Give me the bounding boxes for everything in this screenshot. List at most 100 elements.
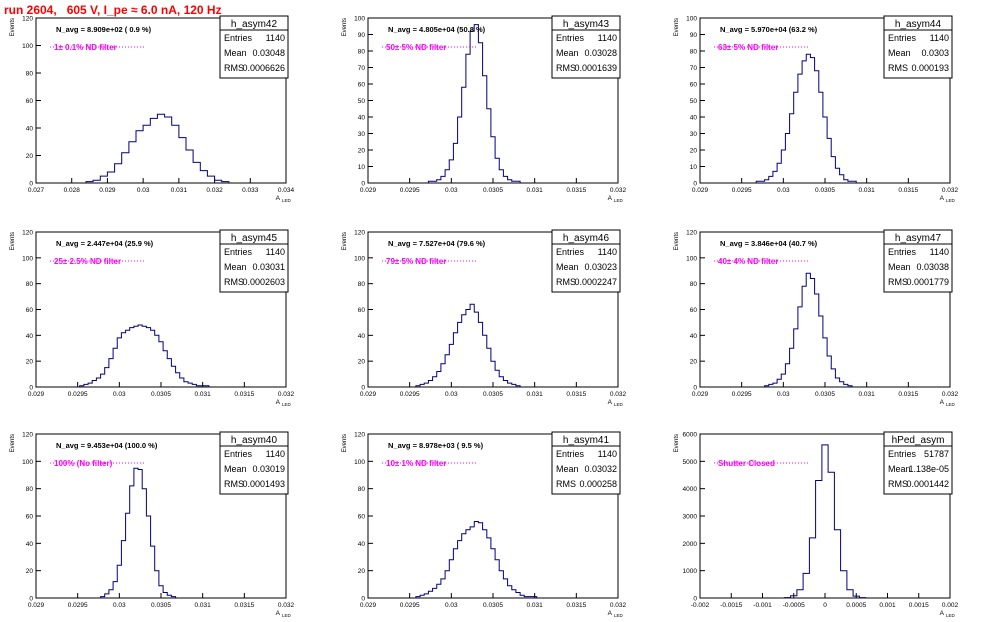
- x-tick-label: 0.03: [445, 187, 458, 194]
- histogram-bin: [835, 168, 839, 183]
- stats-entries-label: Entries: [224, 247, 253, 257]
- histogram-bin: [828, 472, 834, 598]
- stats-mean-value: 0.03019: [252, 464, 285, 474]
- stats-title: h_asym41: [563, 435, 610, 446]
- y-tick-label: 3000: [683, 514, 698, 521]
- histogram-bin: [165, 117, 172, 183]
- histogram-bin: [487, 538, 491, 598]
- histogram-bin: [151, 330, 155, 387]
- histogram-bin: [503, 381, 507, 387]
- x-tick-label: 0.029: [99, 187, 116, 194]
- stats-mean-label: Mean: [556, 464, 579, 474]
- stats-rms-value: 0.000258: [579, 479, 617, 489]
- histogram-line: [85, 113, 230, 183]
- histogram-bin: [462, 87, 466, 183]
- histogram-bin: [200, 171, 207, 183]
- filter-label: 40± 4% ND filter: [718, 257, 778, 266]
- x-tick-label: -0.0005: [783, 602, 805, 609]
- histogram-bin: [794, 92, 798, 183]
- x-tick-label: 0.0295: [68, 391, 88, 398]
- x-tick-label: 0.027: [28, 187, 45, 194]
- histogram-line: [755, 53, 857, 183]
- stats-entries-label: Entries: [556, 449, 585, 459]
- y-tick-label: 80: [26, 486, 34, 493]
- stats-entries-value: 1140: [266, 247, 285, 257]
- histogram-bin: [117, 338, 121, 387]
- x-tick-label: -0.001: [753, 602, 772, 609]
- x-tick-label: 0.03: [777, 391, 790, 398]
- x-tick-label: 0.029: [360, 602, 377, 609]
- y-tick-label: 1000: [683, 568, 698, 575]
- stats-rms-value: 0.0001779: [906, 277, 949, 287]
- x-tick-label: 0.031: [195, 391, 212, 398]
- histogram-bin: [815, 71, 819, 183]
- histogram-bin: [798, 74, 802, 183]
- x-tick-label: 0.0295: [400, 602, 420, 609]
- histogram-bin: [449, 160, 453, 183]
- y-tick-label: 80: [358, 281, 366, 288]
- histogram-bin: [802, 61, 806, 183]
- stats-entries-label: Entries: [556, 247, 585, 257]
- stats-rms-label: RMS: [888, 63, 908, 73]
- histogram-bin: [122, 153, 129, 183]
- histogram-bin: [142, 326, 146, 387]
- histogram-bin: [495, 158, 499, 183]
- x-tick-label: 0.0315: [566, 602, 586, 609]
- histogram-bin: [491, 549, 495, 598]
- x-tick-label: 0.03: [137, 187, 150, 194]
- x-tick-label: 0.032: [942, 187, 959, 194]
- x-axis-label-sub: LED: [614, 613, 624, 618]
- stats-entries-label: Entries: [888, 449, 917, 459]
- stats-entries-value: 1140: [598, 449, 617, 459]
- y-tick-label: 80: [26, 281, 34, 288]
- x-tick-label: 0.029: [692, 391, 709, 398]
- histogram-bin: [478, 322, 482, 387]
- histogram-bin: [441, 364, 445, 387]
- stats-rms-label: RMS: [888, 277, 908, 287]
- histogram-bin: [797, 590, 803, 598]
- navg-label: N_avg = 9.453e+04 (100.0 %): [56, 441, 158, 450]
- histogram-bin: [478, 523, 482, 598]
- y-tick-label: 50: [358, 98, 366, 105]
- x-tick-label: 0.0305: [483, 391, 503, 398]
- histogram-bin: [777, 163, 781, 183]
- histogram-bin: [798, 307, 802, 387]
- y-tick-label: 120: [686, 230, 697, 237]
- histogram-bin: [100, 176, 107, 183]
- y-axis-label: Events: [674, 232, 680, 250]
- x-tick-label: 0.0295: [400, 187, 420, 194]
- histogram-bin: [138, 470, 142, 598]
- filter-label: 25± 2.5% ND filter: [54, 257, 121, 266]
- y-tick-label: 60: [690, 307, 698, 314]
- x-tick-label: 0.0315: [898, 187, 918, 194]
- histogram-bin: [207, 176, 214, 183]
- y-tick-label: 20: [26, 359, 34, 366]
- x-tick-label: 0.031: [527, 187, 544, 194]
- y-tick-label: 100: [354, 16, 365, 23]
- histogram-bin: [143, 125, 150, 183]
- stats-rms-value: 0.0006626: [242, 63, 285, 73]
- y-tick-label: 2000: [683, 541, 698, 548]
- histogram-bin: [159, 586, 163, 598]
- x-tick-label: 0.031: [195, 602, 212, 609]
- histogram-bin: [499, 571, 503, 598]
- stats-entries-label: Entries: [224, 33, 253, 43]
- x-tick-label: 0.0015: [909, 602, 929, 609]
- histogram-bin: [458, 541, 462, 598]
- histogram-bin: [88, 383, 92, 387]
- stats-title: h_asym40: [231, 435, 278, 446]
- navg-label: N_avg = 4.805e+04 (50.8 %): [388, 25, 486, 34]
- y-tick-label: 20: [26, 568, 34, 575]
- stats-rms-label: RMS: [556, 63, 576, 73]
- y-tick-label: 10: [690, 164, 698, 171]
- x-tick-label: 0.032: [942, 391, 959, 398]
- histogram-bin: [790, 348, 794, 387]
- y-axis-label: Events: [674, 18, 680, 36]
- y-axis-label: Events: [342, 18, 348, 36]
- x-tick-label: 0.0005: [846, 602, 866, 609]
- navg-label: N_avg = 8.978e+03 ( 9.5 %): [388, 441, 484, 450]
- stats-mean-label: Mean: [888, 464, 911, 474]
- histogram-bin: [428, 381, 432, 387]
- filter-label: 63± 5% ND filter: [718, 43, 778, 52]
